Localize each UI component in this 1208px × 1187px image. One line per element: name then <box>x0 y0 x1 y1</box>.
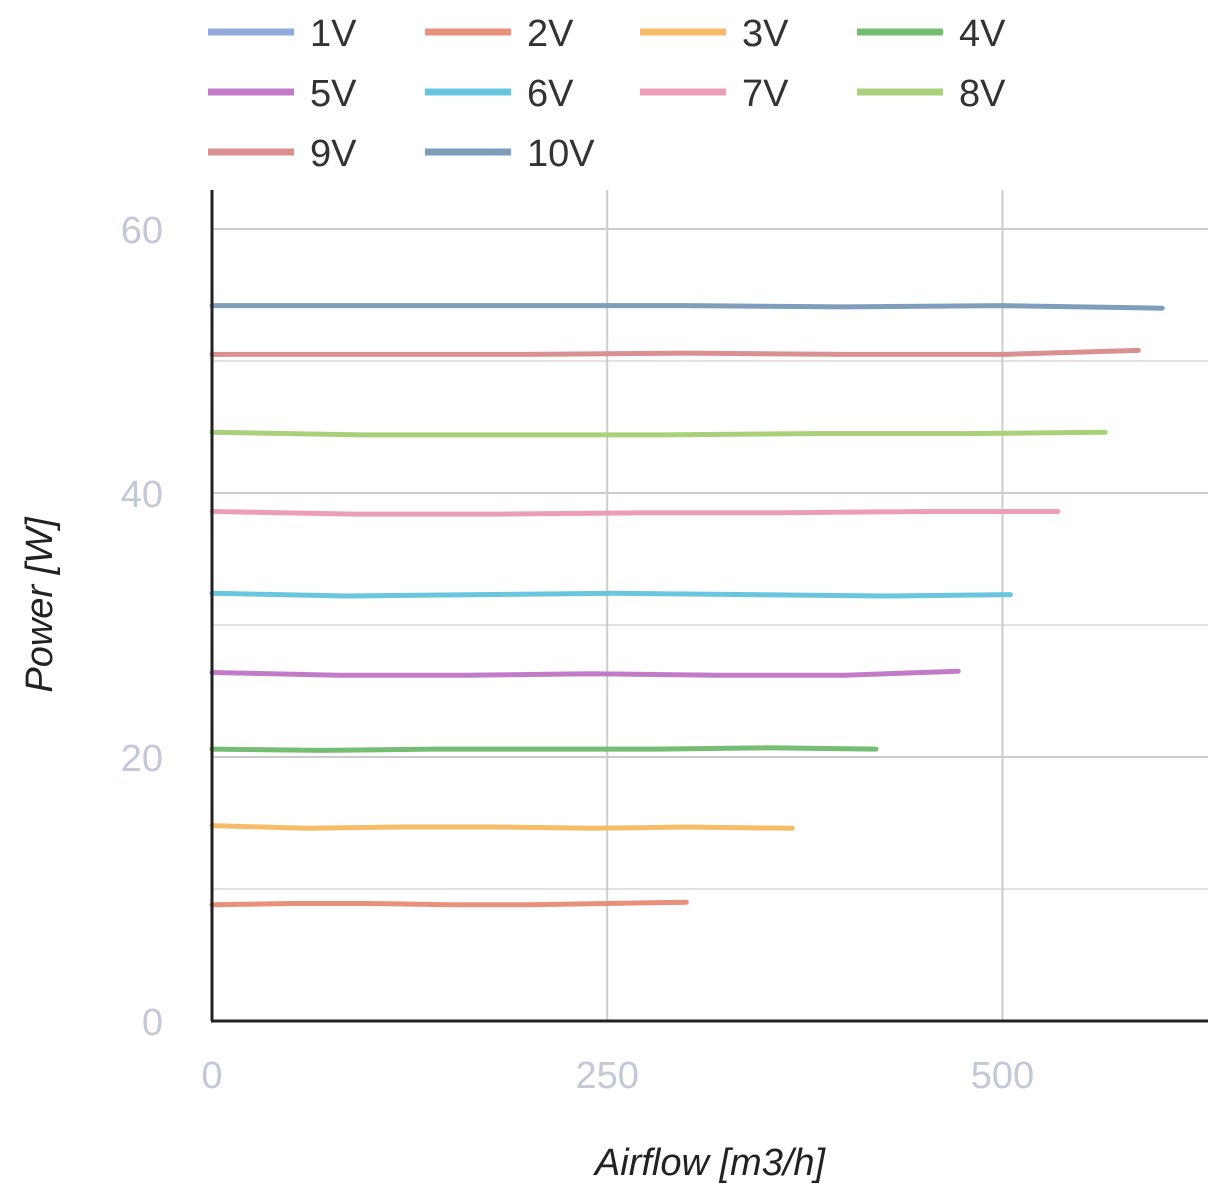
grid <box>212 190 1208 1021</box>
series-line-10v[interactable] <box>209 303 1165 311</box>
legend-label: 6V <box>527 73 574 115</box>
legend-item-2v[interactable]: 2V <box>425 13 574 55</box>
x-tick-label: 500 <box>971 1055 1034 1097</box>
tick-labels: 0 20 40 60 0 250 500 <box>121 210 1034 1097</box>
series-line-3v[interactable] <box>209 823 795 831</box>
legend-item-7v[interactable]: 7V <box>640 73 789 115</box>
legend-item-6v[interactable]: 6V <box>425 73 574 115</box>
legend: 1V 2V 3V 4V 5V 6V 7V 8V 9V 10V <box>208 13 1006 175</box>
series-line-6v[interactable] <box>209 590 1013 599</box>
series-line-8v[interactable] <box>209 429 1108 438</box>
y-axis-title: Power [W] <box>19 516 61 693</box>
y-tick-label: 40 <box>121 474 163 516</box>
axes <box>210 190 1208 1023</box>
series-line-5v[interactable] <box>209 668 961 678</box>
legend-label: 5V <box>310 73 357 115</box>
legend-label: 1V <box>310 13 357 55</box>
legend-item-10v[interactable]: 10V <box>425 133 595 175</box>
x-tick-label: 250 <box>576 1055 639 1097</box>
legend-item-8v[interactable]: 8V <box>857 73 1006 115</box>
y-tick-label: 0 <box>142 1002 163 1044</box>
series-line-7v[interactable] <box>209 509 1061 517</box>
legend-item-4v[interactable]: 4V <box>857 13 1006 55</box>
plot-series <box>209 303 1165 908</box>
legend-item-1v[interactable]: 1V <box>208 13 357 55</box>
series-line-9v[interactable] <box>209 347 1141 357</box>
legend-label: 4V <box>959 13 1006 55</box>
series-line-4v[interactable] <box>209 745 879 753</box>
legend-item-3v[interactable]: 3V <box>640 13 789 55</box>
legend-item-5v[interactable]: 5V <box>208 73 357 115</box>
series-line-2v[interactable] <box>209 899 689 908</box>
y-tick-label: 60 <box>121 210 163 252</box>
legend-label: 10V <box>527 133 595 175</box>
legend-label: 7V <box>742 73 789 115</box>
x-axis-title: Airflow [m3/h] <box>593 1142 827 1184</box>
y-tick-label: 20 <box>121 738 163 780</box>
legend-label: 8V <box>959 73 1006 115</box>
legend-item-9v[interactable]: 9V <box>208 133 357 175</box>
legend-label: 9V <box>310 133 357 175</box>
legend-label: 3V <box>742 13 789 55</box>
legend-label: 2V <box>527 13 574 55</box>
x-tick-label: 0 <box>201 1055 222 1097</box>
